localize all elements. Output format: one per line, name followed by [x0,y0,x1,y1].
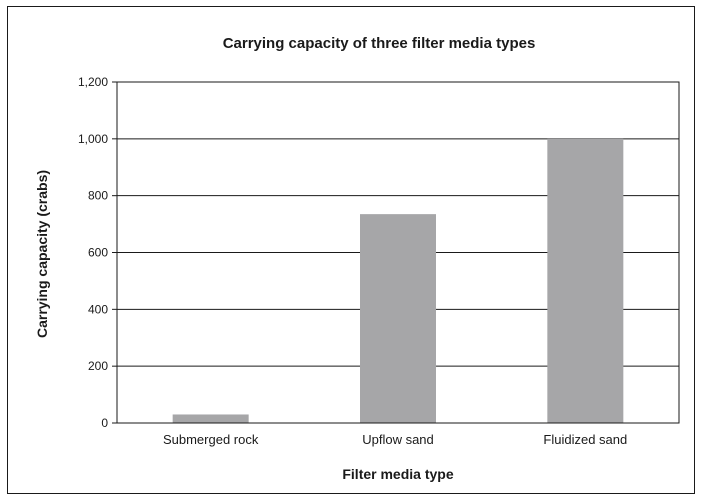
y-tick-label: 400 [88,302,108,316]
x-tick-label: Fluidized sand [543,432,627,447]
x-tick-label: Submerged rock [163,432,259,447]
bar [360,214,436,423]
y-tick-label: 0 [101,416,108,430]
y-tick-label: 200 [88,359,108,373]
x-tick-label: Upflow sand [362,432,434,447]
bar [172,414,249,423]
y-tick-label: 800 [88,189,108,203]
x-axis-ticks: Submerged rock Upflow sand Fluidized sand [163,432,627,447]
x-axis-title: Filter media type [342,466,453,482]
bar [547,138,624,424]
y-axis-ticks: 0 200 400 600 800 1,000 1,200 [78,75,117,430]
y-tick-label: 1,000 [78,132,108,146]
chart-title: Carrying capacity of three filter media … [223,35,536,52]
y-tick-label: 600 [88,246,108,260]
y-tick-label: 1,200 [78,75,108,89]
bars [172,138,624,424]
y-axis-title: Carrying capacity (crabs) [34,170,50,338]
